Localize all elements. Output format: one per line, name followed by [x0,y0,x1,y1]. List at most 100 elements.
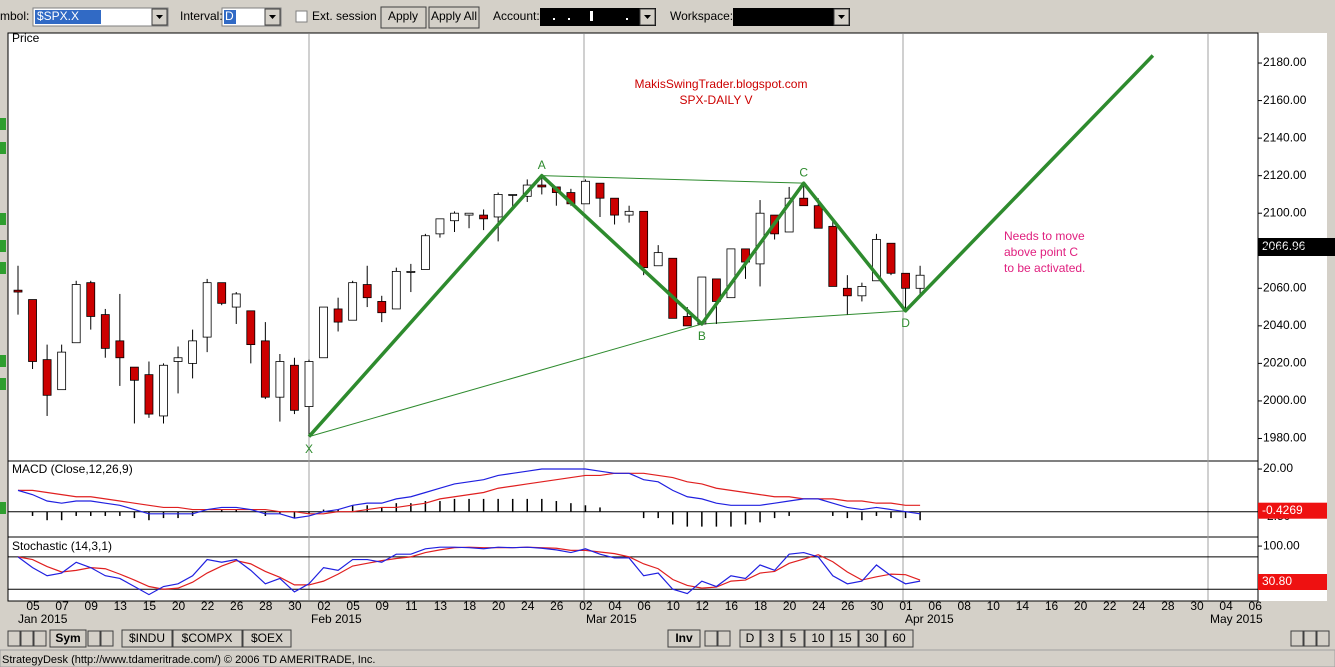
dropdown-arrow [644,15,651,19]
tab-label[interactable]: 30 [865,631,879,645]
candle-body [435,218,445,235]
candle-body [595,182,605,199]
candle-body [28,299,37,362]
candle-body [377,301,387,314]
candle-body [71,284,81,344]
tab-label[interactable]: D [746,631,755,645]
tab-label[interactable]: 10 [811,631,825,645]
apply-button[interactable] [380,6,427,29]
x-tick-label: 06 [637,599,651,613]
x-tick-label: 20 [1074,599,1088,613]
month-label: Feb 2015 [311,612,362,626]
tab[interactable] [831,629,859,648]
candle-body [42,359,52,396]
tab[interactable] [739,629,761,648]
candle-body [420,235,430,270]
tab-label[interactable]: Sym [55,631,80,645]
tab[interactable] [885,629,914,648]
last-value-box [1258,502,1327,519]
x-tick-label: 10 [667,599,681,613]
x-tick-label: 26 [230,599,244,613]
candle-body [246,310,256,346]
candle-body [697,276,707,325]
candle-body [886,242,896,274]
x-tick-label: 20 [172,599,186,613]
candle-body [217,282,227,304]
tab[interactable] [804,629,832,648]
candle-body [100,314,110,349]
last-value-box [1258,574,1327,590]
tab[interactable] [760,629,782,648]
candle-body [857,286,867,297]
x-tick-label: 18 [754,599,768,613]
candle-body [450,212,459,222]
interval-value[interactable]: D [225,9,234,23]
x-tick-label: 24 [1132,599,1146,613]
symbol-value[interactable]: $SPX.X [37,9,79,23]
annotation: MakisSwingTrader.blogspot.com [635,77,808,91]
x-tick-label: 15 [143,599,157,613]
workspace-field[interactable] [733,8,850,26]
tab-label[interactable]: $OEX [251,631,283,645]
y-tick-label: 2180.00 [1263,55,1307,69]
candle-body [682,316,692,327]
apply-all-text[interactable]: Apply All [431,9,477,23]
x-tick-label: 08 [958,599,972,613]
pattern-trendline [541,175,804,184]
annotation: SPX-DAILY V [680,93,753,107]
tab[interactable] [49,629,87,648]
candle-body [231,293,241,308]
annotation: above point C [1004,245,1078,259]
tab-label[interactable]: Inv [675,631,693,645]
x-tick-label: 24 [812,599,826,613]
candle-body [915,274,925,289]
tab[interactable] [858,629,886,648]
nav-buttons[interactable] [7,630,1330,647]
candle-body [362,284,372,299]
candle-body [13,289,23,293]
x-tick-label: 28 [1161,599,1175,613]
candle-body [144,374,154,415]
pattern-point-label: A [538,158,546,172]
y-tick-label: 2140.00 [1263,130,1307,144]
tab-label[interactable]: 5 [790,631,797,645]
x-tick-label: 24 [521,599,535,613]
tab-label[interactable]: 60 [892,631,906,645]
ext-session-label[interactable]: Ext. session [312,9,377,23]
candle-body [319,306,328,359]
x-tick-label: 30 [870,599,884,613]
x-tick-label: 12 [696,599,710,613]
tab-label[interactable]: $INDU [129,631,165,645]
month-label: Apr 2015 [905,612,954,626]
candle-body [159,364,168,417]
candle-body [115,340,125,359]
y-tick-label: 2020.00 [1263,356,1307,370]
x-tick-label: 22 [1103,599,1117,613]
y-tick-label: 2080.00 [1263,243,1307,257]
candle-body [129,366,139,381]
x-tick-label: 20 [783,599,797,613]
x-tick-label: 05 [346,599,360,613]
tab[interactable] [781,629,805,648]
tab-label[interactable]: $COMPX [182,631,233,645]
candle-body [624,210,634,216]
ext-session-checkbox[interactable] [295,10,308,23]
annotation: Needs to move [1004,229,1085,243]
tab[interactable] [121,629,173,648]
apply-all-button[interactable] [428,6,480,29]
status-text: StrategyDesk (http://www.tdameritrade.co… [2,654,375,666]
tab[interactable] [172,629,243,648]
tab-label[interactable]: 3 [768,631,775,645]
x-tick-label: 10 [987,599,1001,613]
candle-body [872,239,881,282]
account-field[interactable] [540,8,656,26]
x-tick-label: 01 [899,599,913,613]
tab[interactable] [242,629,292,648]
x-tick-label: 22 [201,599,215,613]
tab-label[interactable]: 15 [838,631,852,645]
last-price: 2066.96 [1262,239,1306,253]
last-price-box [1258,238,1335,256]
apply-text[interactable]: Apply [388,9,418,23]
tab[interactable] [667,629,701,648]
